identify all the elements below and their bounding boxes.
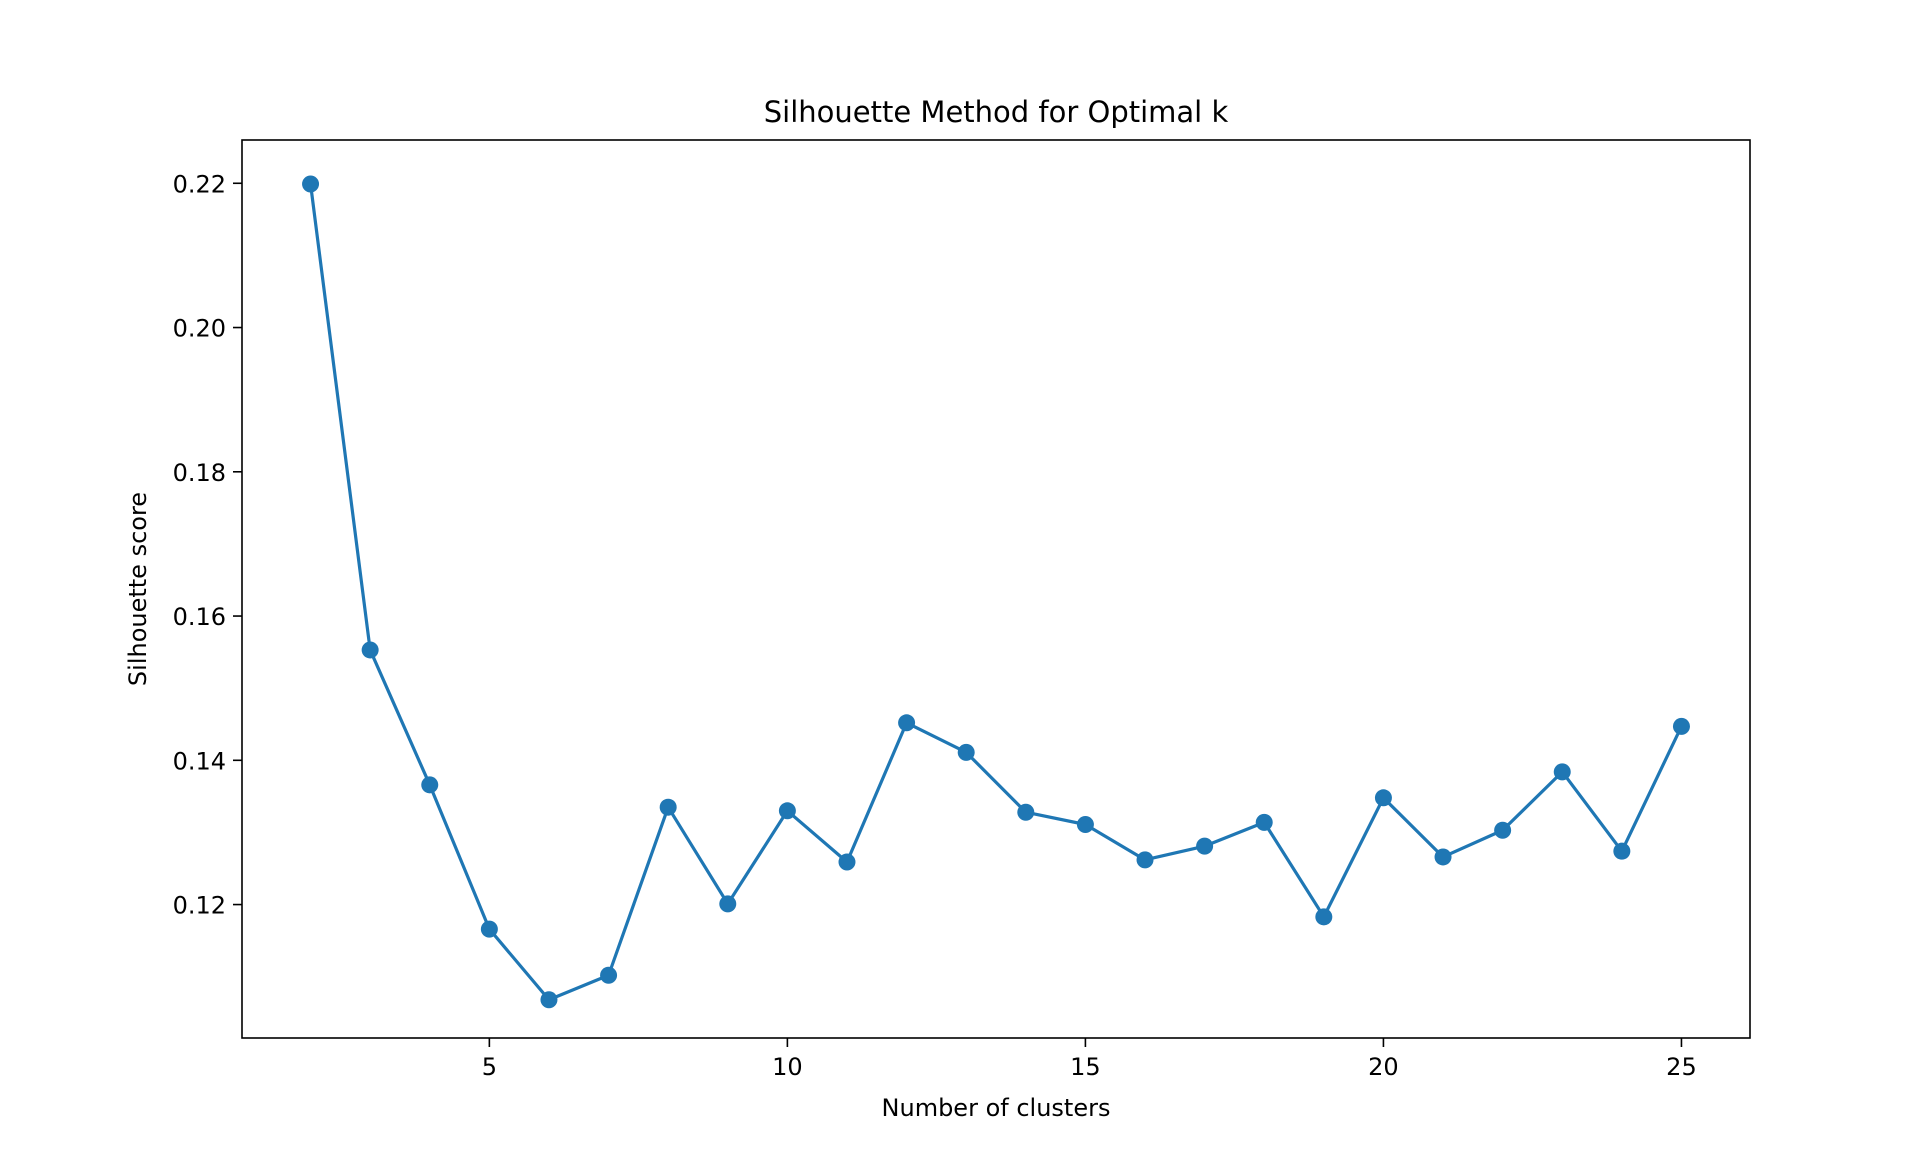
data-point bbox=[1374, 789, 1392, 807]
data-point bbox=[302, 175, 320, 193]
chart-title: Silhouette Method for Optimal k bbox=[764, 95, 1229, 129]
data-point bbox=[1076, 815, 1094, 833]
y-tick-label: 0.20 bbox=[173, 315, 226, 343]
y-tick-label: 0.14 bbox=[173, 747, 226, 775]
x-tick-label: 10 bbox=[772, 1053, 803, 1081]
data-point bbox=[898, 714, 916, 732]
data-point bbox=[1017, 803, 1035, 821]
data-point bbox=[838, 853, 856, 871]
data-point bbox=[1196, 837, 1214, 855]
axes-frame bbox=[241, 139, 1751, 1039]
x-tick-label: 15 bbox=[1070, 1053, 1101, 1081]
y-axis-ticks: 0.12 0.14 0.16 0.18 0.20 0.22 bbox=[173, 170, 242, 920]
series-layer bbox=[302, 175, 1690, 1009]
series-line bbox=[308, 182, 1684, 1002]
x-tick-label: 25 bbox=[1666, 1053, 1697, 1081]
x-axis-ticks: 5 10 15 20 25 bbox=[482, 1038, 1697, 1081]
data-point bbox=[1672, 717, 1690, 735]
x-tick-label: 5 bbox=[482, 1053, 497, 1081]
data-point bbox=[1255, 813, 1273, 831]
data-point bbox=[1434, 848, 1452, 866]
data-point bbox=[1613, 842, 1631, 860]
data-point bbox=[1494, 821, 1512, 839]
data-point bbox=[421, 776, 439, 794]
data-point bbox=[361, 641, 379, 659]
x-tick-label: 20 bbox=[1368, 1053, 1399, 1081]
data-point bbox=[480, 920, 498, 938]
y-tick-label: 0.22 bbox=[173, 170, 226, 198]
y-tick-label: 0.16 bbox=[173, 603, 226, 631]
data-point bbox=[957, 743, 975, 761]
y-tick-label: 0.18 bbox=[173, 459, 226, 487]
y-tick-label: 0.12 bbox=[173, 892, 226, 920]
data-point bbox=[1315, 908, 1333, 926]
data-point bbox=[1553, 763, 1571, 781]
data-point bbox=[540, 991, 558, 1009]
plot-area: 5 10 15 20 25 0.12 0.14 0.16 0.18 0.20 0.22 bbox=[173, 139, 1751, 1081]
data-point bbox=[1136, 851, 1154, 869]
data-point bbox=[659, 798, 677, 816]
x-axis-label: Number of clusters bbox=[882, 1094, 1111, 1122]
data-point bbox=[600, 966, 618, 984]
data-point bbox=[719, 895, 737, 913]
data-point bbox=[778, 802, 796, 820]
y-axis-label: Silhouette score bbox=[124, 492, 152, 686]
